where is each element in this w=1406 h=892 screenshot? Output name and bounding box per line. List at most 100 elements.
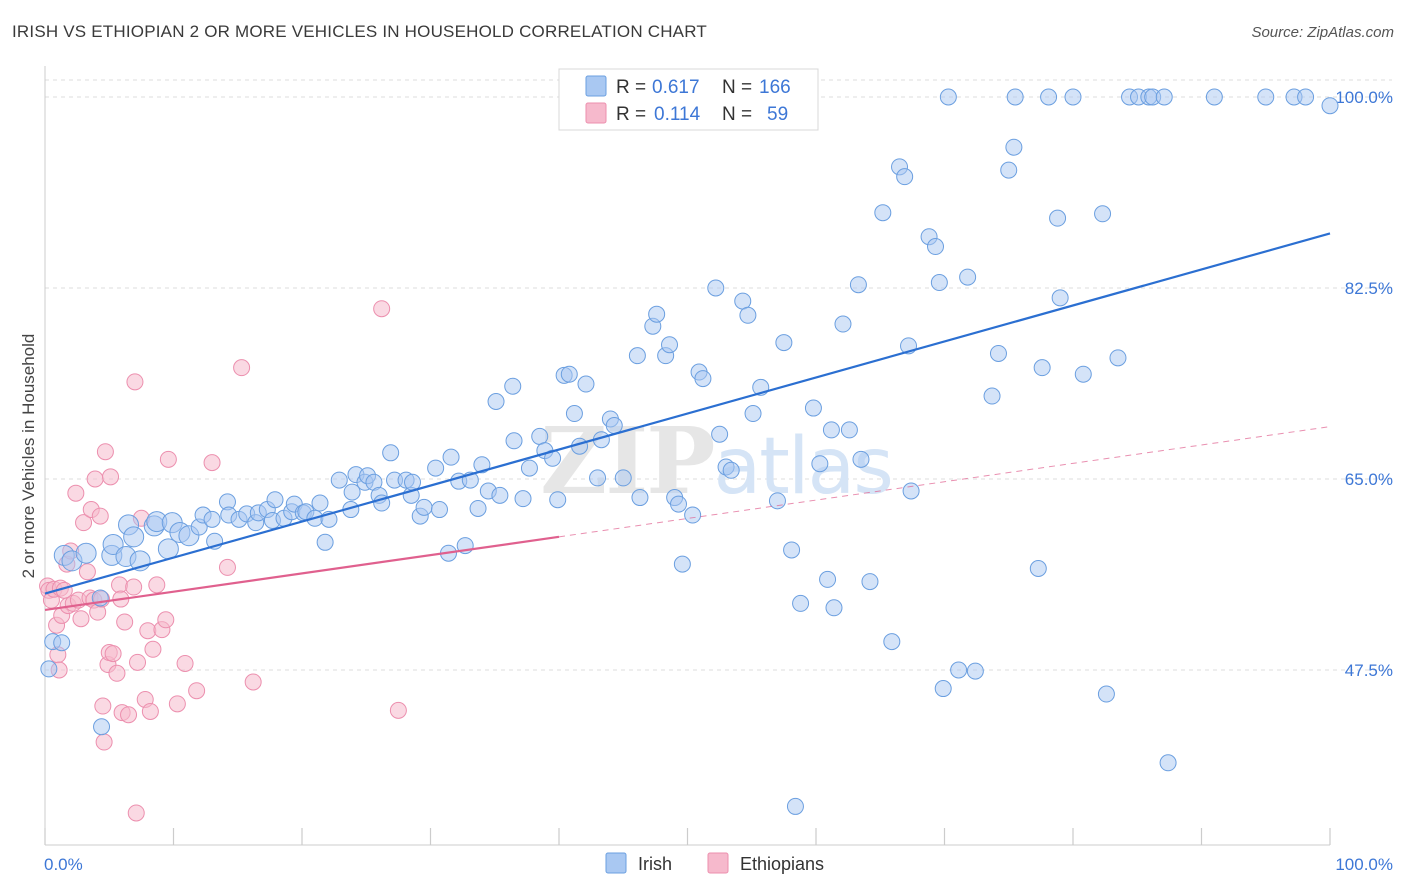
irish-point <box>804 399 822 417</box>
irish-point <box>849 276 867 294</box>
irish-point <box>775 334 793 352</box>
irish-point <box>722 461 740 479</box>
irish-point <box>330 471 348 489</box>
ethiopians-point <box>203 454 221 472</box>
irish-point <box>93 718 111 736</box>
irish-point <box>404 473 422 491</box>
stats-row-ethiopians: R = 0.114 N = 59 <box>585 102 788 125</box>
irish-point <box>684 506 702 524</box>
irish-point <box>896 168 914 186</box>
ethiopians-point <box>67 484 85 502</box>
irish-point <box>768 492 786 510</box>
ethiopians-n-value: 59 <box>767 104 788 125</box>
irish-point <box>75 542 97 564</box>
ethiopians-point <box>111 576 129 594</box>
ethiopians-point <box>244 673 262 691</box>
irish-point <box>505 432 523 450</box>
y-tick-label: 82.5% <box>1345 279 1393 298</box>
irish-point <box>852 450 870 468</box>
irish-point <box>430 501 448 519</box>
irish-point <box>203 510 221 528</box>
ethiopians-point <box>157 611 175 629</box>
ethiopians-point <box>127 804 145 822</box>
irish-point <box>1049 209 1067 227</box>
legend-swatch-ethiopians <box>707 852 729 874</box>
irish-point <box>861 573 879 591</box>
source-credit: Source: ZipAtlas.com <box>1251 24 1394 41</box>
irish-point <box>487 393 505 411</box>
irish-point <box>1094 205 1112 223</box>
x-tick-labels: 0.0% 100.0% <box>44 855 1393 874</box>
irish-point <box>589 469 607 487</box>
irish-point <box>739 306 757 324</box>
irish-trendline <box>44 232 1331 595</box>
irish-point <box>670 495 688 513</box>
irish-point <box>1074 365 1092 383</box>
irish-point <box>673 555 691 573</box>
irish-point <box>822 421 840 439</box>
irish-point <box>1257 88 1275 106</box>
irish-point <box>811 455 829 473</box>
irish-point <box>577 375 595 393</box>
irish-point <box>819 570 837 588</box>
ethiopians-point <box>389 701 407 719</box>
irish-point <box>491 486 509 504</box>
stats-legend-box: R = 0.617 N = 166 R = 0.114 N = 59 <box>558 68 819 131</box>
ethiopians-point <box>125 578 143 596</box>
ethiopians-point <box>141 702 159 720</box>
irish-point <box>930 274 948 292</box>
ethiopians-point <box>78 563 96 581</box>
irish-point <box>631 489 649 507</box>
ethiopians-point <box>168 695 186 713</box>
ethiopians-point <box>116 613 134 631</box>
ethiopians-point <box>102 468 120 486</box>
ethiopians-point <box>75 514 93 532</box>
irish-point <box>415 498 433 516</box>
irish-point <box>1040 88 1058 106</box>
irish-point <box>605 417 623 435</box>
irish-n-label: N = <box>722 77 752 98</box>
irish-point <box>473 456 491 474</box>
irish-point <box>989 344 1007 362</box>
irish-r-value: 0.617 <box>652 77 700 98</box>
ethiopians-point <box>159 450 177 468</box>
irish-point <box>549 491 567 509</box>
irish-point <box>792 594 810 612</box>
ethiopians-point <box>120 706 138 724</box>
irish-point <box>883 633 901 651</box>
irish-point <box>661 336 679 354</box>
irish-point <box>311 494 329 512</box>
ethiopians-point <box>129 653 147 671</box>
irish-point <box>934 680 952 698</box>
ethiopians-point <box>218 558 236 576</box>
irish-point <box>966 662 984 680</box>
irish-point <box>834 315 852 333</box>
ethiopians-point <box>104 645 122 663</box>
irish-point <box>1033 359 1051 377</box>
irish-point <box>1051 289 1069 307</box>
ethiopians-point <box>72 610 90 628</box>
ethiopians-point <box>86 470 104 488</box>
irish-point <box>1205 88 1223 106</box>
irish-points <box>40 88 1339 815</box>
irish-point <box>786 797 804 815</box>
irish-point <box>442 448 460 466</box>
irish-point <box>427 459 445 477</box>
irish-point <box>1029 559 1047 577</box>
irish-point <box>266 491 284 509</box>
irish-point <box>1109 349 1127 367</box>
legend-label-ethiopians: Ethiopians <box>740 854 824 874</box>
irish-point <box>1097 685 1115 703</box>
irish-r-label: R = <box>616 77 646 98</box>
irish-point <box>102 533 124 555</box>
y-tick-label: 100.0% <box>1335 88 1393 107</box>
y-tick-label: 47.5% <box>1345 661 1393 680</box>
ethiopians-trendline <box>44 535 560 612</box>
irish-point <box>1159 754 1177 772</box>
irish-point <box>1064 88 1082 106</box>
ethiopians-point <box>95 733 113 751</box>
irish-point <box>565 405 583 423</box>
ethiopians-n-label: N = <box>722 104 752 125</box>
irish-point <box>744 405 762 423</box>
legend-swatch-irish <box>605 852 627 874</box>
